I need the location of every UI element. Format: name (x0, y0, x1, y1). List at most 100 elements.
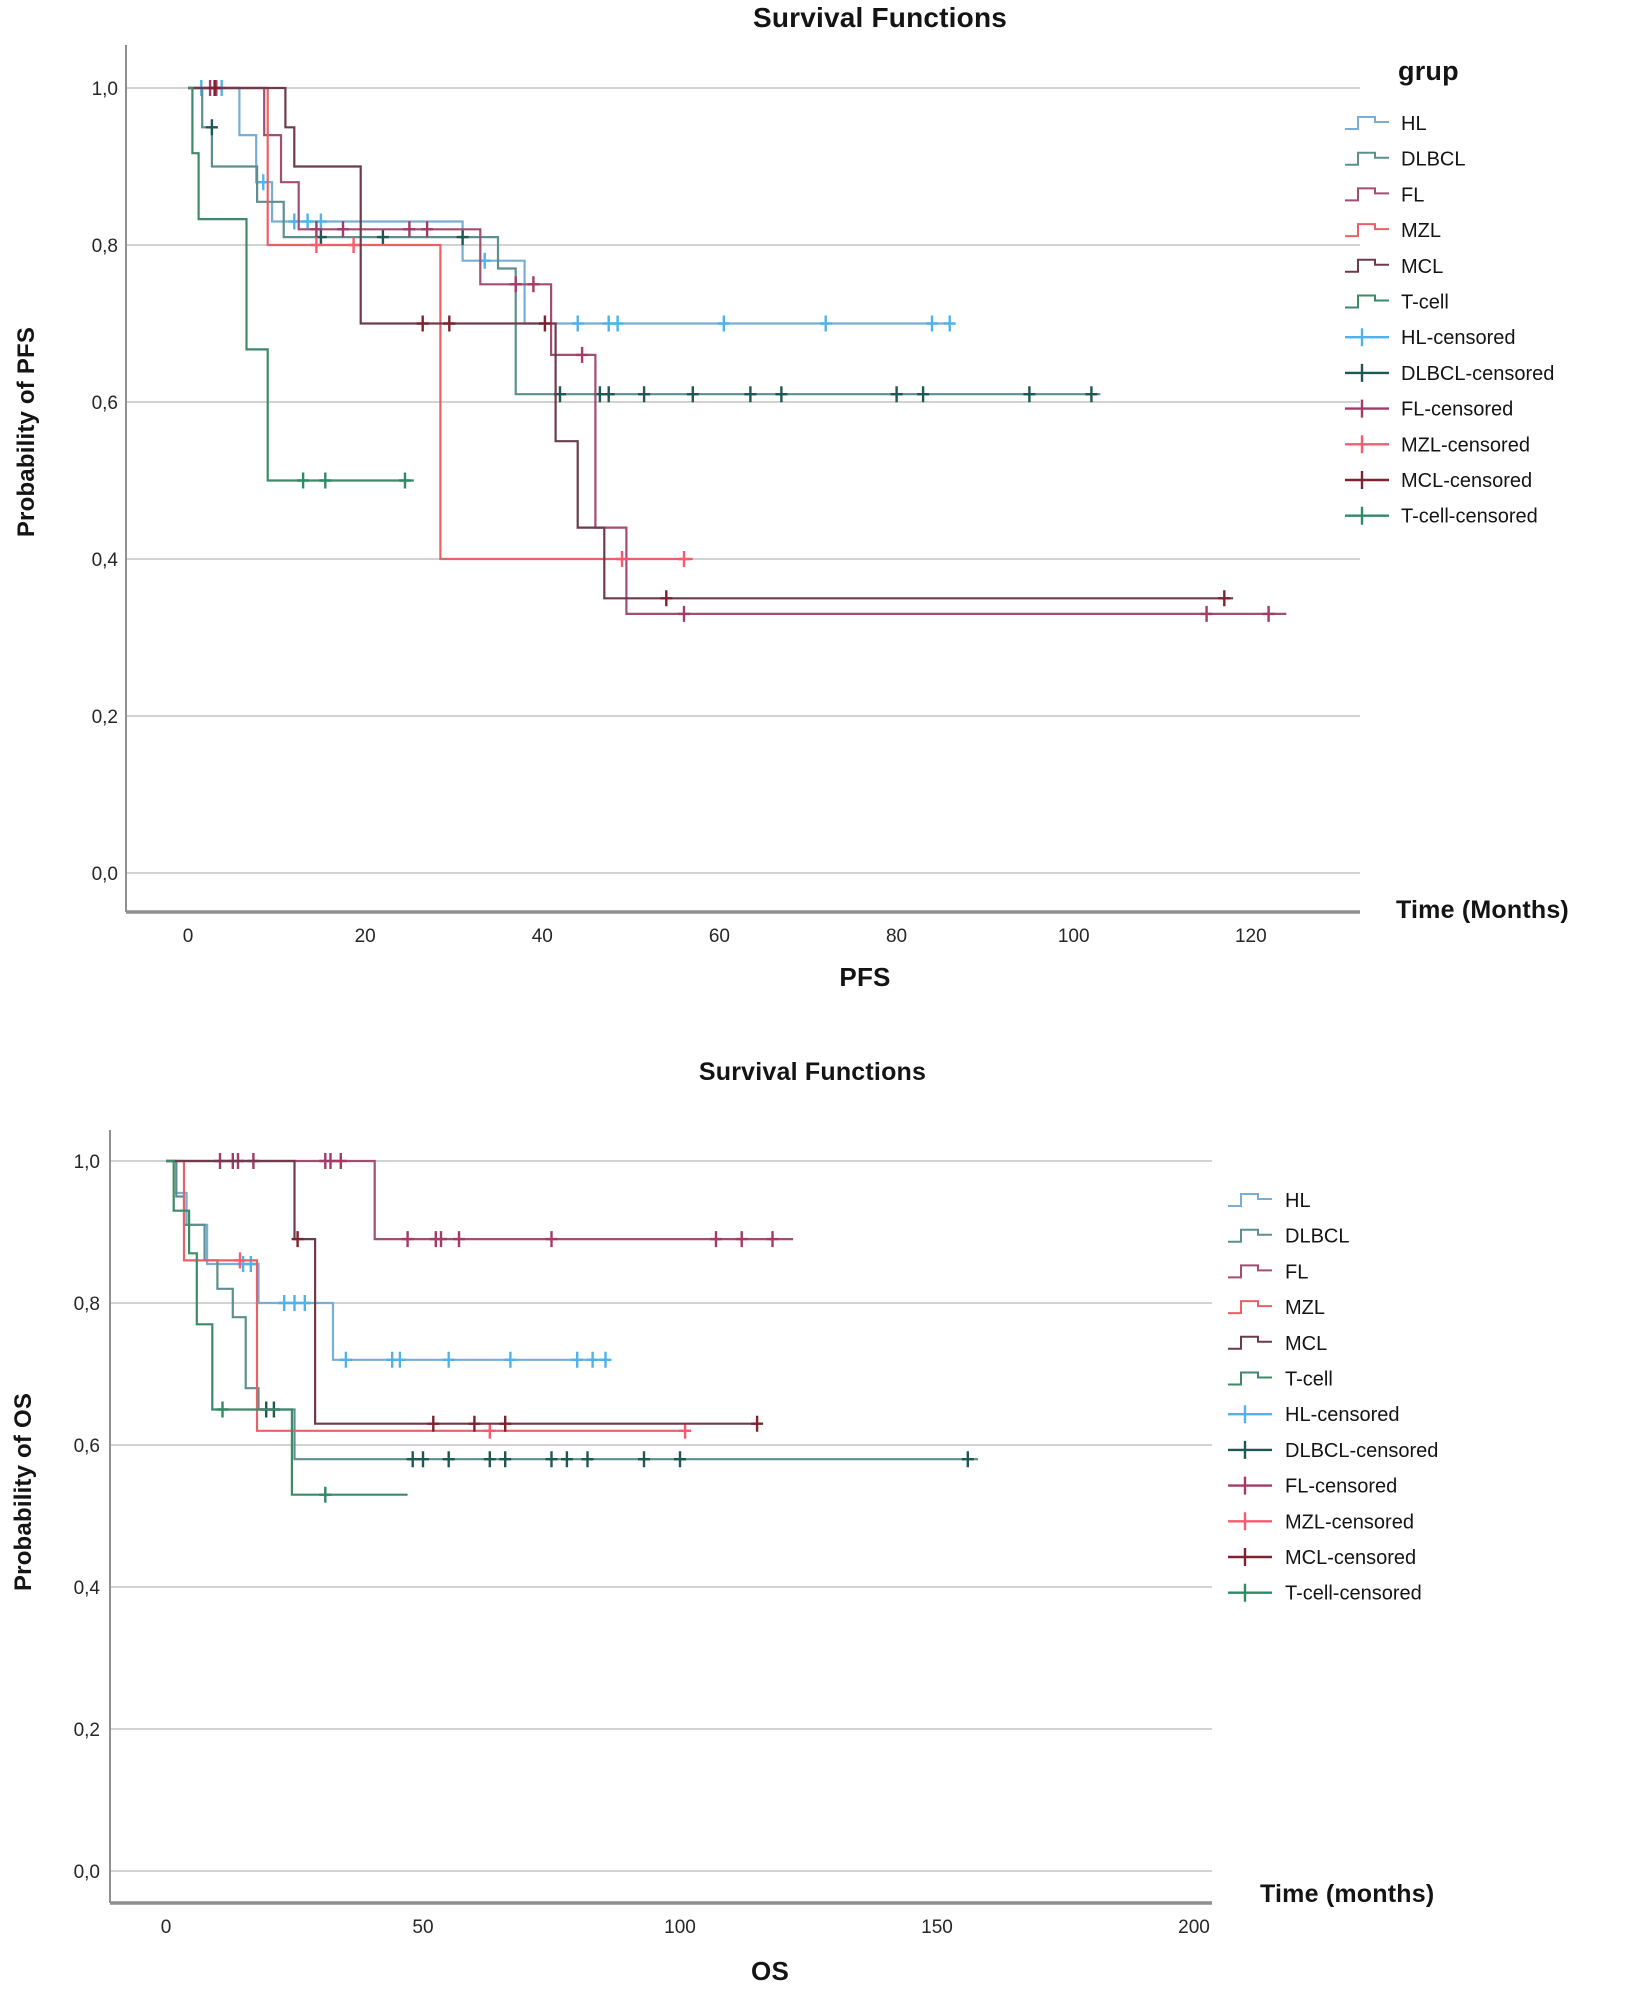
os-legend-item-FL-censored: FL-censored (1228, 1476, 1397, 1498)
legend-censor-plus-icon (1228, 1548, 1272, 1566)
os-legend-label: HL-censored (1285, 1404, 1400, 1426)
pfs-y-tick-label: 0,2 (92, 707, 118, 728)
pfs-x-axis-label: Time (Months) (1396, 896, 1569, 924)
legend-step-line-icon (1228, 1193, 1272, 1207)
pfs-x-tick-label: 100 (1058, 926, 1090, 947)
os-legend-item-T-cell: T-cell (1228, 1369, 1333, 1391)
os-y-tick-label: 0,8 (74, 1294, 100, 1315)
os-plot: 1,0 0,8 0,6 0,4 0,2 0,0 0 50 100 150 200 HL DLBCL FL M… (74, 1130, 1438, 1938)
pfs-legend-item-MCL-censored: MCL-censored (1345, 470, 1532, 492)
os-legend-item-T-cell-censored: T-cell-censored (1228, 1583, 1422, 1605)
pfs-series-MZL-censor-marks (310, 237, 690, 567)
os-title: Survival Functions (698, 1058, 927, 1086)
os-series-DLBCL-line (166, 1159, 979, 1461)
legend-censor-plus-icon (1345, 506, 1389, 525)
os-series-MCL-line (166, 1159, 758, 1425)
os-legend-item-HL-censored: HL-censored (1228, 1404, 1400, 1426)
os-legend-label: MCL (1285, 1333, 1327, 1355)
pfs-x-tick-label: 60 (709, 926, 730, 947)
pfs-legend-item-FL-censored: FL-censored (1345, 399, 1513, 421)
pfs-x-tick-label: 120 (1235, 926, 1267, 947)
legend-censor-plus-icon (1228, 1405, 1272, 1424)
pfs-legend-item-HL: HL (1345, 113, 1427, 135)
os-legend-label: FL-censored (1285, 1476, 1397, 1498)
pfs-legend-label: DLBCL (1401, 149, 1465, 171)
legend-step-line-icon (1345, 151, 1389, 166)
legend-censor-plus-icon (1345, 471, 1389, 489)
pfs-legend-label: T-cell (1401, 292, 1449, 314)
pfs-series-MCL-line (188, 86, 1234, 600)
pfs-x-tick-label: 80 (886, 926, 907, 947)
os-y-tick-label: 0,4 (74, 1578, 101, 1599)
os-legend-label: MZL (1285, 1297, 1325, 1319)
pfs-legend-label: MZL (1401, 220, 1441, 242)
pfs-y-tick-label: 0,4 (92, 550, 119, 571)
legend-step-line-icon (1228, 1371, 1272, 1386)
os-x-tick-label: 100 (664, 1917, 696, 1938)
legend-censor-plus-icon (1345, 328, 1389, 347)
legend-step-line-icon (1228, 1300, 1272, 1315)
pfs-legend-label: T-cell-censored (1401, 506, 1538, 528)
pfs-x-tick-label: 0 (183, 926, 194, 947)
os-x-axis-label: Time (months) (1260, 1880, 1435, 1908)
pfs-series-HL-censor-marks (195, 80, 956, 332)
os-legend-item-MCL: MCL (1228, 1333, 1327, 1355)
os-series-MZL-censor-marks (234, 1252, 692, 1439)
os-y-tick-label: 0,6 (74, 1436, 100, 1457)
os-legend-item-MZL: MZL (1228, 1297, 1325, 1319)
pfs-title: Survival Functions (752, 2, 1008, 33)
legend-censor-plus-icon (1345, 399, 1389, 418)
pfs-legend-item-MZL: MZL (1345, 220, 1441, 242)
os-legend-item-DLBCL-censored: DLBCL-censored (1228, 1440, 1438, 1462)
pfs-y-tick-label: 0,8 (92, 236, 118, 257)
pfs-legend-label: MCL (1401, 256, 1443, 278)
os-y-tick-label: 1,0 (74, 1152, 100, 1173)
os-legend-label: HL (1285, 1190, 1311, 1212)
pfs-legend-item-T-cell: T-cell (1345, 292, 1449, 314)
legend-step-line-icon (1228, 1335, 1272, 1350)
legend-censor-plus-icon (1228, 1583, 1272, 1602)
legend-step-line-icon (1228, 1264, 1272, 1279)
os-x-tick-label: 150 (921, 1917, 953, 1938)
pfs-y-tick-label: 1,0 (92, 79, 118, 100)
legend-censor-plus-icon (1228, 1512, 1272, 1531)
pfs-legend-item-DLBCL-censored: DLBCL-censored (1345, 363, 1554, 385)
legend-censor-plus-icon (1228, 1440, 1272, 1459)
pfs-legend-label: HL (1401, 113, 1427, 135)
legend-censor-plus-icon (1345, 363, 1389, 382)
os-legend-label: DLBCL-censored (1285, 1440, 1438, 1462)
pfs-series-HL-line (188, 86, 950, 325)
os-y-tick-label: 0,0 (74, 1862, 100, 1883)
pfs-x-tick-label: 40 (532, 926, 553, 947)
os-legend-label: FL (1285, 1261, 1308, 1283)
pfs-series-FL-censor-marks (204, 80, 1275, 622)
pfs-legend-label: MZL-censored (1401, 434, 1530, 456)
legend-censor-plus-icon (1345, 435, 1389, 454)
pfs-legend-title: grup (1398, 56, 1459, 86)
os-series-MCL-censor-marks (291, 1231, 764, 1432)
os-legend-item-HL: HL (1228, 1190, 1311, 1212)
os-y-tick-label: 0,2 (74, 1720, 100, 1741)
pfs-legend-item-DLBCL: DLBCL (1345, 149, 1465, 171)
os-legend-label: DLBCL (1285, 1226, 1349, 1248)
legend-step-line-icon (1345, 223, 1389, 238)
os-series-T-cell-censor-marks (216, 1401, 332, 1503)
os-legend-item-DLBCL: DLBCL (1228, 1226, 1349, 1248)
os-legend-label: T-cell (1285, 1369, 1333, 1391)
pfs-y-tick-label: 0,0 (92, 864, 118, 885)
pfs-legend-item-HL-censored: HL-censored (1345, 327, 1516, 349)
os-x-tick-label: 50 (412, 1917, 433, 1938)
pfs-legend-label: FL-censored (1401, 399, 1513, 421)
pfs-y-tick-label: 0,6 (92, 393, 118, 414)
os-legend-label: MCL-censored (1285, 1547, 1416, 1569)
legend-step-line-icon (1228, 1228, 1272, 1243)
os-series-DLBCL-censor-marks (260, 1401, 974, 1468)
pfs-series-MCL-censor-marks (208, 80, 1231, 607)
os-series-HL-censor-marks (237, 1256, 612, 1368)
pfs-series-DLBCL-censor-marks (205, 119, 1098, 403)
os-legend-item-MZL-censored: MZL-censored (1228, 1511, 1414, 1533)
pfs-legend-item-MZL-censored: MZL-censored (1345, 434, 1530, 456)
pfs-legend-label: FL (1401, 184, 1424, 206)
